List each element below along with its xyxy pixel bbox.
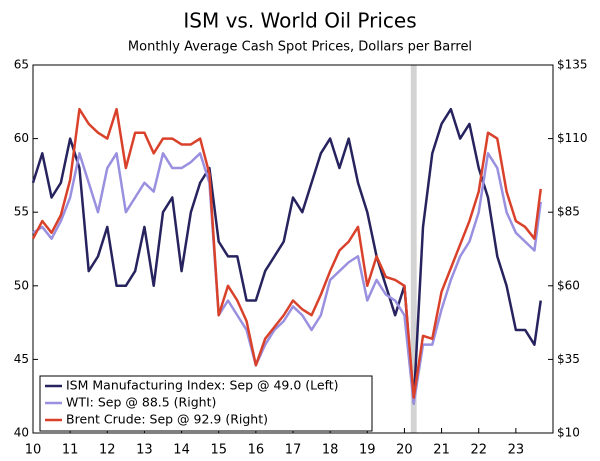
x-tick-label: 10 [25, 443, 42, 458]
y2-tick-label: $10 [557, 426, 580, 440]
x-tick-label: 20 [396, 443, 413, 458]
chart-subtitle: Monthly Average Cash Spot Prices, Dollar… [128, 40, 472, 55]
x-tick-label: 19 [359, 443, 376, 458]
x-tick-label: 12 [99, 443, 116, 458]
series-line [32, 152, 542, 405]
y2-tick-label: $85 [557, 205, 580, 219]
y2-tick-label: $35 [557, 352, 580, 366]
x-tick-label: 23 [508, 443, 525, 458]
y-tick-label: 55 [14, 205, 29, 219]
legend-label: ISM Manufacturing Index: Sep @ 49.0 (Lef… [66, 378, 339, 393]
legend-label: Brent Crude: Sep @ 92.9 (Right) [66, 412, 268, 427]
recession-shade [410, 65, 417, 433]
x-tick-label: 17 [285, 443, 302, 458]
y2-tick-label: $60 [557, 278, 580, 292]
y2-tick-label: $110 [557, 131, 588, 145]
x-tick-label: 14 [173, 443, 190, 458]
x-tick-label: 11 [62, 443, 79, 458]
y2-tick-label: $135 [557, 58, 588, 72]
y-tick-label: 50 [14, 278, 29, 292]
y-tick-label: 45 [14, 352, 29, 366]
x-tick-label: 16 [248, 443, 265, 458]
series-line [31, 107, 542, 405]
y-tick-label: 65 [14, 58, 29, 72]
x-tick-label: 15 [210, 443, 227, 458]
x-tick-label: 18 [322, 443, 339, 458]
series-line [31, 107, 542, 399]
y-tick-label: 40 [14, 426, 29, 440]
chart-title: ISM vs. World Oil Prices [183, 9, 416, 33]
legend-label: WTI: Sep @ 88.5 (Right) [66, 395, 216, 410]
y-tick-label: 60 [14, 131, 29, 145]
x-tick-label: 21 [433, 443, 450, 458]
x-tick-label: 22 [470, 443, 487, 458]
legend-box [39, 375, 373, 432]
x-tick-label: 13 [136, 443, 153, 458]
